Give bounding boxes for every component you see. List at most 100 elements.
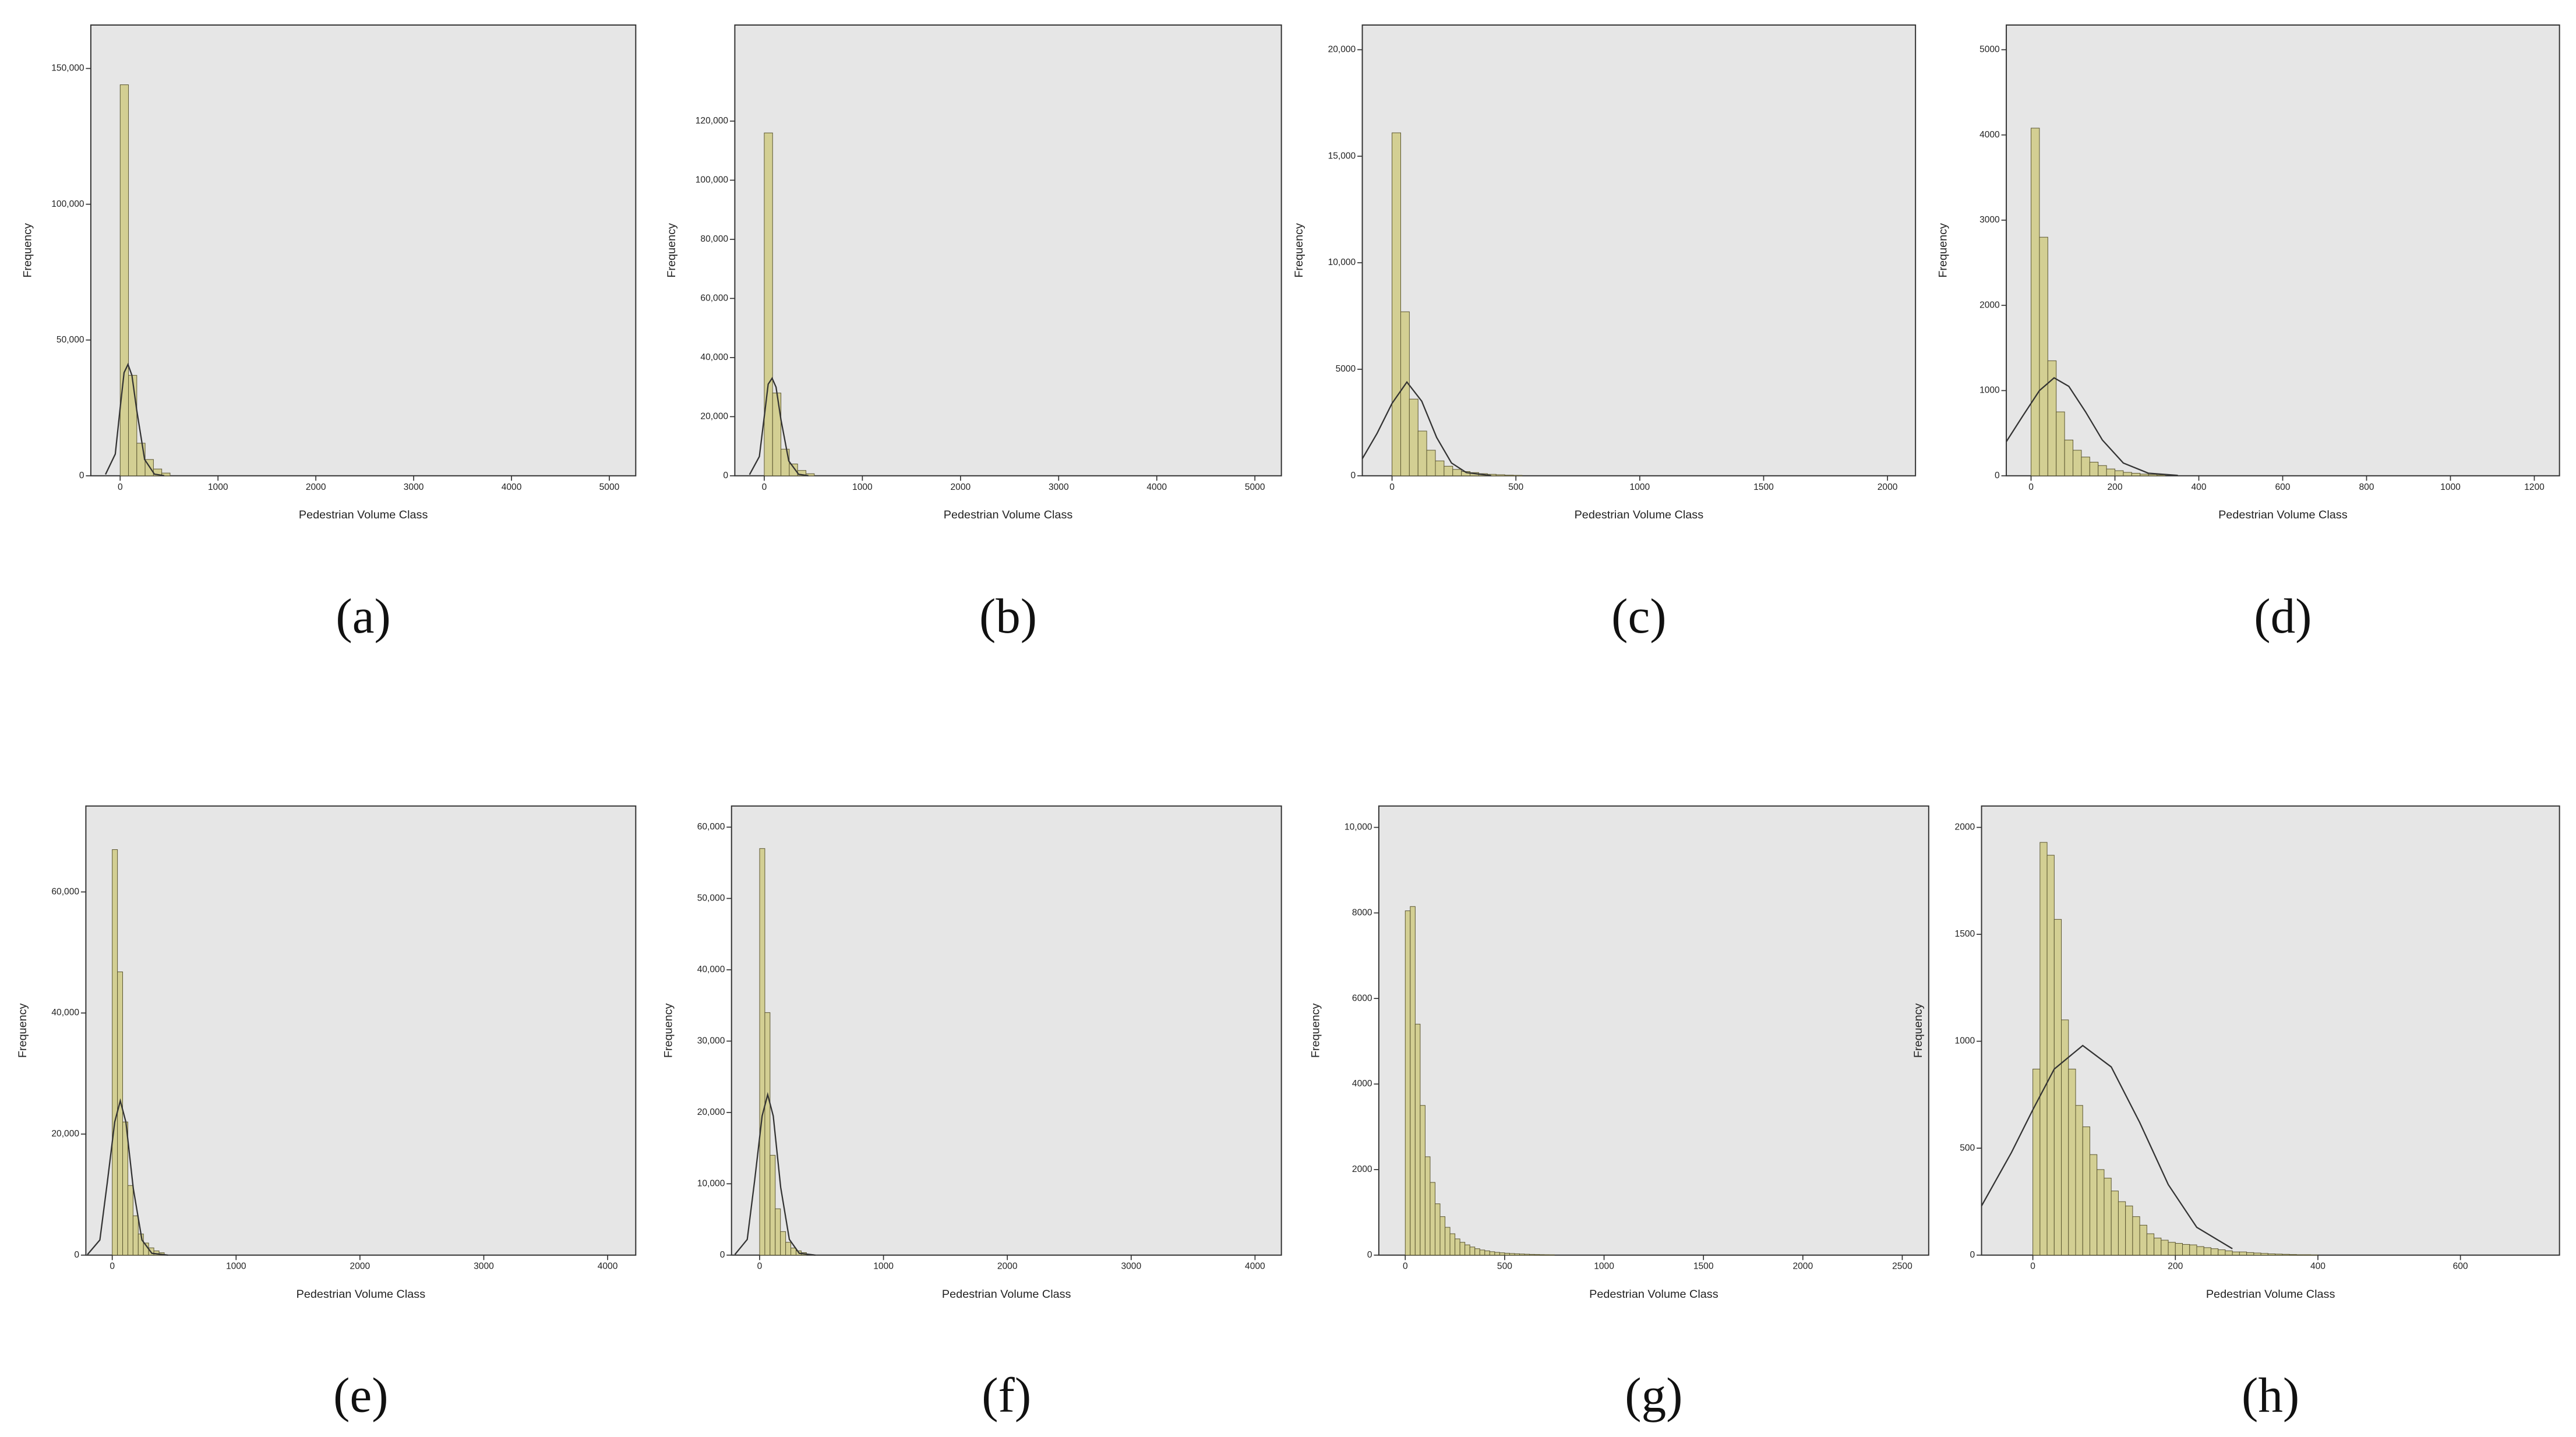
- plot-area: [1361, 24, 1917, 476]
- bar: [2118, 1201, 2126, 1256]
- x-tick-label: 1000: [873, 1262, 894, 1272]
- y-tick-label: 60,000: [700, 293, 728, 303]
- x-tick-label: 0: [110, 1262, 115, 1272]
- bar: [2182, 1244, 2190, 1256]
- bar: [781, 449, 790, 476]
- bar: [2082, 1126, 2090, 1256]
- x-tick-label: 1000: [1630, 482, 1650, 492]
- bar: [1499, 1252, 1505, 1256]
- bar: [1504, 1252, 1510, 1256]
- y-axis-label: Frequency: [16, 1003, 29, 1058]
- plot-area: [90, 24, 637, 476]
- caption: (f): [982, 1368, 1031, 1423]
- y-tick-label: 2000: [1352, 1164, 1372, 1174]
- bar: [1410, 906, 1416, 1256]
- y-tick-label: 50,000: [57, 335, 84, 345]
- y-axis-label: Frequency: [1937, 223, 1950, 278]
- y-tick-label: 2000: [1979, 300, 2000, 310]
- x-tick-label: 400: [2192, 482, 2207, 492]
- caption: (g): [1625, 1368, 1682, 1423]
- y-tick-label: 20,000: [51, 1129, 79, 1139]
- bar: [117, 971, 123, 1256]
- x-axis-label: Pedestrian Volume Class: [297, 1288, 426, 1301]
- y-tick-label: 40,000: [697, 965, 725, 975]
- y-tick-label: 40,000: [51, 1008, 79, 1018]
- x-tick-label: 2000: [951, 482, 971, 492]
- bar: [2260, 1253, 2268, 1256]
- plot-area: [1378, 805, 1929, 1256]
- bar: [122, 1121, 128, 1256]
- bar: [2239, 1251, 2247, 1256]
- plot-area: [2006, 24, 2560, 476]
- bar: [775, 1208, 781, 1256]
- x-axis-label: Pedestrian Volume Class: [1589, 1288, 1718, 1301]
- x-tick-label: 3000: [1121, 1262, 1141, 1272]
- y-tick-label: 30,000: [697, 1036, 725, 1046]
- x-tick-label: 2000: [1792, 1262, 1813, 1272]
- bar: [785, 1242, 792, 1256]
- bar: [2106, 468, 2116, 476]
- x-tick-label: 400: [2310, 1262, 2326, 1272]
- bar: [1494, 1252, 1500, 1256]
- bar: [1529, 1254, 1535, 1256]
- bar: [2089, 461, 2099, 476]
- x-axis-label: Pedestrian Volume Class: [942, 1288, 1071, 1301]
- x-tick-label: 4000: [1245, 1262, 1265, 1272]
- bar: [2097, 1169, 2105, 1256]
- y-tick-label: 8000: [1352, 908, 1372, 917]
- x-tick-label: 2000: [306, 482, 326, 492]
- x-tick-label: 1500: [1753, 482, 1774, 492]
- y-tick-label: 4000: [1352, 1079, 1372, 1089]
- bar: [2039, 236, 2048, 476]
- bar: [2168, 1242, 2176, 1256]
- bar: [2225, 1250, 2233, 1256]
- x-tick-label: 1000: [2440, 482, 2461, 492]
- bar: [2161, 1240, 2169, 1256]
- bar: [2196, 1246, 2204, 1256]
- bar: [1434, 1203, 1441, 1256]
- y-tick-label: 120,000: [696, 116, 729, 126]
- normal-curve: [2006, 377, 2178, 476]
- bar: [1424, 1156, 1431, 1256]
- plot-area: [731, 805, 1282, 1256]
- bar: [1489, 1251, 1495, 1256]
- bar: [1400, 311, 1410, 476]
- x-tick-label: 0: [118, 482, 123, 492]
- x-tick-label: 2000: [350, 1262, 370, 1272]
- bar: [1514, 1253, 1520, 1256]
- y-tick-label: 60,000: [51, 887, 79, 896]
- bar: [1444, 465, 1453, 476]
- bar: [1524, 1254, 1530, 1256]
- bar: [2081, 457, 2090, 476]
- normal-curve: [1981, 1044, 2233, 1249]
- bar: [2146, 1233, 2155, 1256]
- bar: [2218, 1249, 2226, 1256]
- bar: [1445, 1227, 1451, 1256]
- x-tick-label: 800: [2359, 482, 2374, 492]
- x-tick-label: 600: [2453, 1262, 2468, 1272]
- bar: [1469, 1247, 1476, 1256]
- x-tick-label: 1000: [226, 1262, 246, 1272]
- x-tick-label: 4000: [502, 482, 522, 492]
- bar: [2275, 1254, 2283, 1256]
- x-tick-label: 1500: [1693, 1262, 1714, 1272]
- bar: [2140, 474, 2149, 476]
- y-axis-label: Frequency: [1309, 1003, 1322, 1058]
- caption: (c): [1611, 589, 1666, 644]
- y-tick-label: 60,000: [697, 822, 725, 832]
- x-tick-label: 0: [1403, 1262, 1408, 1272]
- bar: [119, 84, 129, 476]
- normal-curve: [749, 377, 809, 476]
- bar: [2154, 1237, 2162, 1256]
- bar: [1459, 1242, 1466, 1256]
- bar: [764, 1012, 771, 1256]
- x-tick-label: 1000: [1594, 1262, 1614, 1272]
- bar: [161, 472, 171, 476]
- x-tick-label: 4000: [1146, 482, 1167, 492]
- bar: [2053, 919, 2062, 1256]
- bar: [2148, 474, 2158, 476]
- bar: [1420, 1105, 1425, 1256]
- bar: [1509, 1253, 1515, 1256]
- y-tick-label: 15,000: [1328, 151, 1356, 161]
